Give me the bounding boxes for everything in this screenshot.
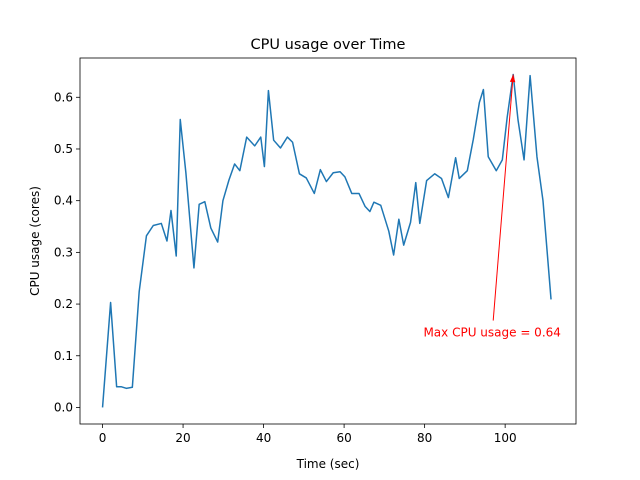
x-tick-label: 100: [494, 431, 517, 445]
y-tick-label: 0.2: [54, 297, 73, 311]
y-tick-label: 0.1: [54, 349, 73, 363]
y-tick-label: 0.4: [54, 194, 73, 208]
data-line: [101, 73, 552, 408]
x-tick-label: 20: [175, 431, 190, 445]
y-tick-label: 0.6: [54, 90, 73, 104]
x-tick-label: 80: [417, 431, 432, 445]
annotation-text: Max CPU usage = 0.64: [423, 326, 560, 340]
x-tick-label: 40: [256, 431, 271, 445]
y-axis-label: CPU usage (cores): [28, 186, 42, 296]
y-tick-label: 0.5: [54, 142, 73, 156]
chart-title: CPU usage over Time: [251, 37, 406, 53]
y-tick-label: 0.3: [54, 245, 73, 259]
annotation-arrow: [492, 74, 514, 321]
y-tick-label: 0.0: [54, 400, 73, 414]
x-tick-label: 60: [336, 431, 351, 445]
annotation-arrowhead: [509, 74, 516, 83]
x-axis-label: Time (sec): [296, 457, 360, 471]
plot-frame: [79, 57, 577, 425]
x-tick-label: 0: [99, 431, 107, 445]
